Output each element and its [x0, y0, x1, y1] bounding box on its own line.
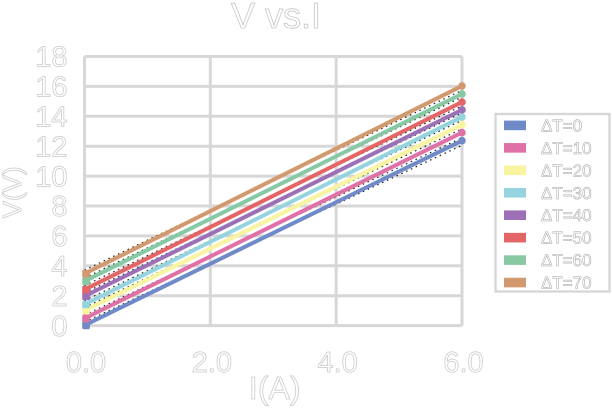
- svg-text:ΔT=50: ΔT=50: [541, 229, 592, 248]
- svg-text:12: 12: [35, 131, 67, 163]
- svg-text:6.0: 6.0: [443, 347, 483, 379]
- svg-text:V vs.I: V vs.I: [231, 0, 321, 36]
- svg-text:ΔT=40: ΔT=40: [541, 206, 592, 225]
- svg-text:ΔT=70: ΔT=70: [541, 274, 592, 293]
- svg-text:ΔT=60: ΔT=60: [541, 251, 592, 270]
- svg-text:ΔT=20: ΔT=20: [541, 161, 592, 180]
- svg-text:ΔT=0: ΔT=0: [541, 116, 582, 135]
- svg-text:0: 0: [51, 311, 67, 343]
- svg-text:ΔT=10: ΔT=10: [541, 139, 592, 158]
- svg-text:6: 6: [51, 221, 67, 253]
- svg-text:0.0: 0.0: [66, 347, 106, 379]
- svg-text:2.0: 2.0: [192, 347, 232, 379]
- svg-text:ΔT=30: ΔT=30: [541, 184, 592, 203]
- svg-text:4: 4: [51, 251, 67, 283]
- svg-text:8: 8: [51, 191, 67, 223]
- svg-text:V(V): V(V): [0, 166, 27, 218]
- svg-text:I(A): I(A): [249, 370, 301, 406]
- svg-text:2: 2: [51, 281, 67, 313]
- svg-text:18: 18: [35, 42, 67, 74]
- svg-text:14: 14: [35, 102, 67, 134]
- svg-text:10: 10: [35, 161, 67, 193]
- svg-text:4.0: 4.0: [318, 347, 358, 379]
- svg-text:16: 16: [35, 72, 67, 104]
